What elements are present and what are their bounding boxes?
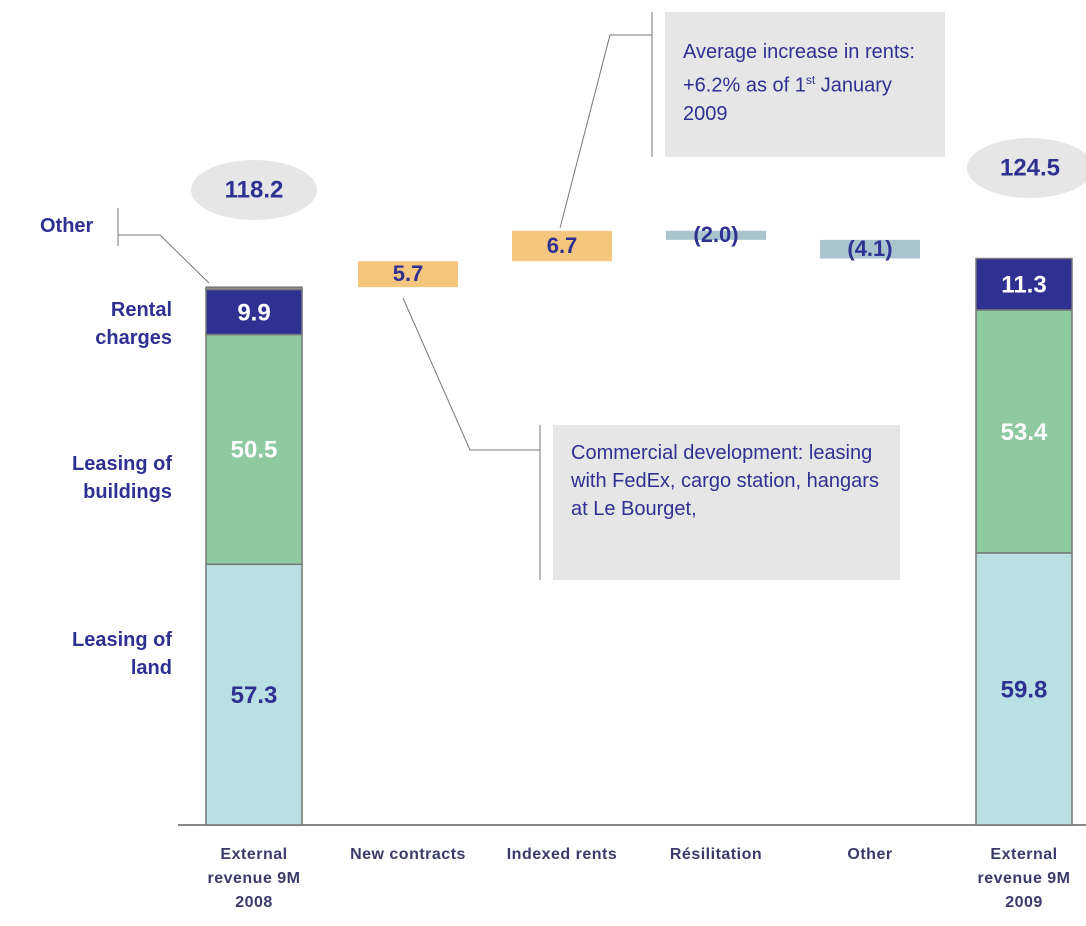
leader-line — [402, 297, 540, 451]
bar-segment — [975, 552, 1073, 826]
data-label: 11.3 — [1001, 272, 1046, 299]
series-label: Rental charges — [95, 299, 172, 349]
total-label: 118.2 — [225, 176, 284, 203]
data-label: 9.9 — [237, 299, 270, 326]
series-label: Other — [40, 215, 94, 237]
x-tick-label: Other — [847, 846, 893, 863]
change-bar — [666, 230, 766, 240]
data-label: 59.8 — [1001, 676, 1048, 703]
x-tick-label: External revenue 9M 2009 — [977, 846, 1071, 911]
bar-segment — [205, 333, 303, 566]
data-label: 50.5 — [231, 437, 278, 464]
annotation-text: st — [805, 73, 816, 87]
annotation-text: Commercial development: leasing with Fed… — [571, 442, 879, 520]
x-tick-label: Résilitation — [669, 846, 763, 863]
data-label: 53.4 — [1001, 419, 1048, 446]
change-bar — [358, 261, 458, 288]
series-label: Leasing of land — [71, 629, 172, 679]
bar-segment — [975, 257, 1073, 311]
annotation-text: January 2009 — [683, 74, 892, 125]
change-bar — [820, 239, 920, 259]
change-label: (2.0) — [693, 222, 738, 247]
x-tick-label: Indexed rents — [506, 846, 618, 863]
change-label: 6.7 — [547, 233, 578, 258]
bar-segment — [975, 309, 1073, 554]
annotation: Commercial development: leasing with Fed… — [553, 425, 900, 580]
series-label: Leasing of buildings — [71, 453, 172, 503]
change-bar — [512, 230, 612, 262]
total-bubble — [191, 160, 317, 220]
bar-segment — [205, 286, 303, 291]
leader-line — [118, 234, 210, 284]
total-bubble — [967, 138, 1086, 198]
bar-segment — [205, 288, 303, 336]
data-label: 57.3 — [231, 682, 278, 709]
x-tick-label: External revenue 9M 2008 — [207, 846, 301, 911]
annotation-text: Average increase in rents: +6.2% as of 1 — [683, 41, 915, 97]
change-label: (4.1) — [847, 236, 892, 261]
leader-line — [559, 34, 652, 229]
total-label: 124.5 — [1000, 154, 1060, 181]
change-label: 5.7 — [393, 261, 424, 286]
x-tick-label: New contracts — [350, 846, 466, 863]
bar-segment — [205, 563, 303, 826]
annotation: Average increase in rents: +6.2% as of 1… — [665, 12, 945, 157]
